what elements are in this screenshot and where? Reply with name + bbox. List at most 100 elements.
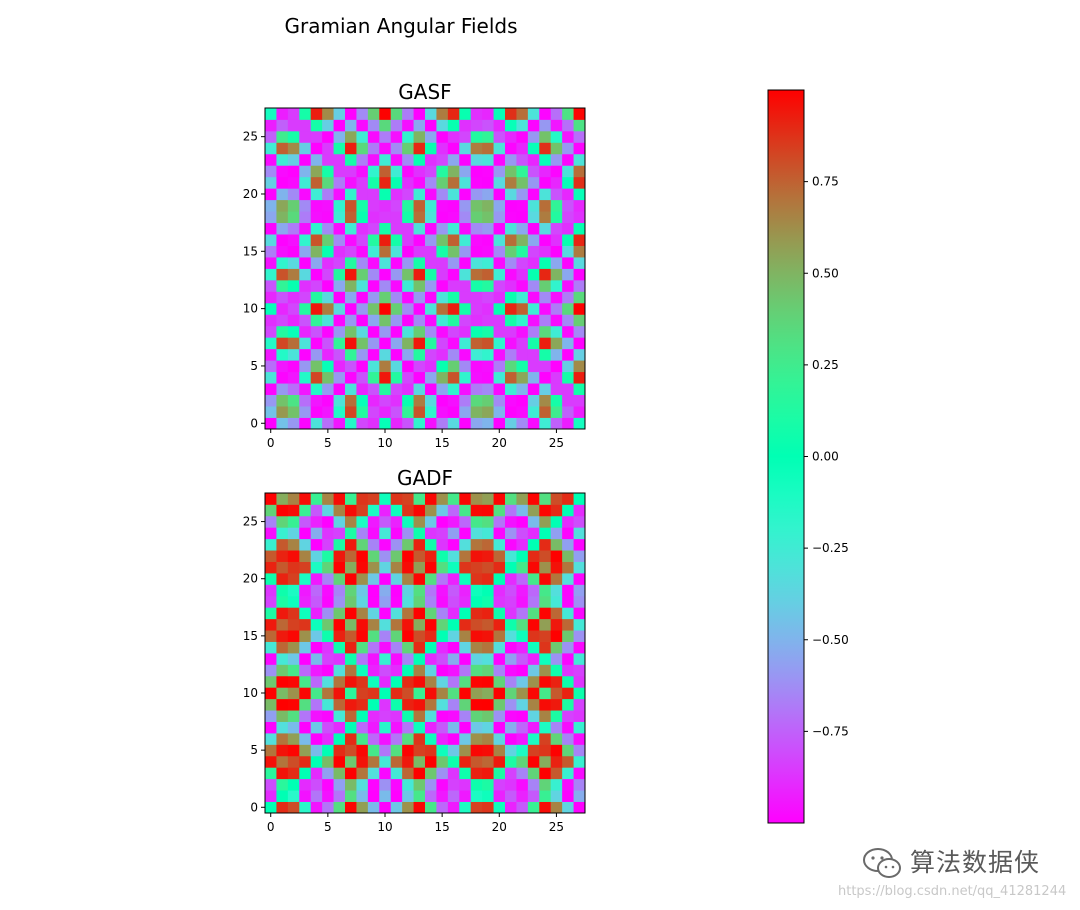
heatmap-cell <box>287 199 300 212</box>
heatmap-cell <box>550 211 563 224</box>
heatmap-cell <box>527 108 540 120</box>
heatmap-cell <box>402 371 414 384</box>
heatmap-cell <box>379 538 392 551</box>
heatmap-cell <box>356 383 369 395</box>
heatmap-cell <box>265 337 277 350</box>
heatmap-cell <box>470 710 483 722</box>
heatmap-cell <box>527 527 540 540</box>
heatmap-cell <box>379 767 392 780</box>
heatmap-cell <box>379 698 392 711</box>
heatmap-cell <box>322 721 334 734</box>
heatmap-cell <box>516 573 529 585</box>
heatmap-cell <box>367 130 380 143</box>
heatmap-cell <box>356 664 369 677</box>
heatmap-cell <box>356 314 369 327</box>
heatmap-cell <box>516 199 529 212</box>
heatmap-cell <box>276 755 289 768</box>
heatmap-cell <box>379 504 392 517</box>
heatmap-cell <box>505 538 517 551</box>
heatmap-cell <box>265 675 277 688</box>
heatmap-cell <box>550 630 563 642</box>
colorbar-tick-label: −0.75 <box>812 724 849 738</box>
heatmap-cell <box>425 199 437 212</box>
heatmap-cell <box>322 119 334 132</box>
heatmap-cell <box>333 573 346 585</box>
heatmap-cell <box>402 291 414 304</box>
heatmap-cell <box>482 211 494 224</box>
heatmap-cell <box>482 188 494 201</box>
heatmap-cell <box>333 406 346 418</box>
heatmap-cell <box>459 394 472 407</box>
heatmap-cell <box>516 130 529 143</box>
heatmap-cell <box>493 790 506 802</box>
heatmap-cell <box>447 790 460 802</box>
heatmap-cell <box>265 538 277 551</box>
heatmap-cell <box>276 314 289 327</box>
heatmap-cell <box>527 504 540 517</box>
heatmap-cell <box>402 394 414 407</box>
heatmap-cell <box>276 664 289 677</box>
heatmap-cell <box>390 234 403 246</box>
heatmap-cell <box>470 325 483 338</box>
heatmap-cell <box>447 607 460 620</box>
heatmap-cell <box>482 348 494 361</box>
heatmap-cell <box>390 199 403 212</box>
heatmap-cell <box>356 130 369 143</box>
heatmap-cell <box>287 371 300 384</box>
heatmap-cell <box>310 406 323 418</box>
heatmap-cell <box>516 211 529 224</box>
heatmap-cell <box>390 573 403 585</box>
heatmap-cell <box>425 291 437 304</box>
heatmap-cell <box>447 245 460 258</box>
heatmap-cell <box>276 630 289 642</box>
heatmap-cell <box>310 744 323 757</box>
heatmap-cell <box>550 664 563 677</box>
heatmap-cell <box>310 595 323 608</box>
heatmap-cell <box>447 538 460 551</box>
heatmap-cell <box>390 383 403 395</box>
heatmap-cell <box>402 698 414 711</box>
heatmap-cell <box>482 607 494 620</box>
heatmap-cell <box>539 234 552 246</box>
heatmap-cell <box>459 199 472 212</box>
heatmap-cell <box>322 176 334 189</box>
heatmap-cell <box>562 394 574 407</box>
heatmap-cell <box>562 153 574 166</box>
heatmap-cell <box>550 325 563 338</box>
heatmap-cell <box>322 371 334 384</box>
heatmap-cell <box>436 687 449 700</box>
heatmap-cell <box>276 153 289 166</box>
heatmap-cell <box>322 211 334 224</box>
heatmap-cell <box>367 493 380 505</box>
heatmap-cell <box>345 733 357 745</box>
heatmap-cell <box>470 257 483 269</box>
heatmap-cell <box>276 721 289 734</box>
heatmap-cell <box>459 595 472 608</box>
heatmap-cell <box>379 755 392 768</box>
heatmap-cell <box>562 291 574 304</box>
gasf-title: GASF <box>398 80 451 104</box>
heatmap-cell <box>413 607 426 620</box>
heatmap-cell <box>299 406 312 418</box>
heatmap-cell <box>516 550 529 562</box>
heatmap-cell <box>367 698 380 711</box>
heatmap-cell <box>539 687 552 700</box>
heatmap-cell <box>367 664 380 677</box>
heatmap-cell <box>459 406 472 418</box>
heatmap-cell <box>562 538 574 551</box>
heatmap-cell <box>367 595 380 608</box>
heatmap-cell <box>562 778 574 791</box>
heatmap-cell <box>573 130 586 143</box>
heatmap-cell <box>459 383 472 395</box>
heatmap-cell <box>310 371 323 384</box>
heatmap-cell <box>413 406 426 418</box>
heatmap-cell <box>367 291 380 304</box>
heatmap-cell <box>345 108 357 120</box>
heatmap-cell <box>379 515 392 528</box>
heatmap-cell <box>470 493 483 505</box>
heatmap-cell <box>379 165 392 178</box>
heatmap-cell <box>470 733 483 745</box>
heatmap-cell <box>333 211 346 224</box>
heatmap-cell <box>436 550 449 562</box>
heatmap-cell <box>299 383 312 395</box>
